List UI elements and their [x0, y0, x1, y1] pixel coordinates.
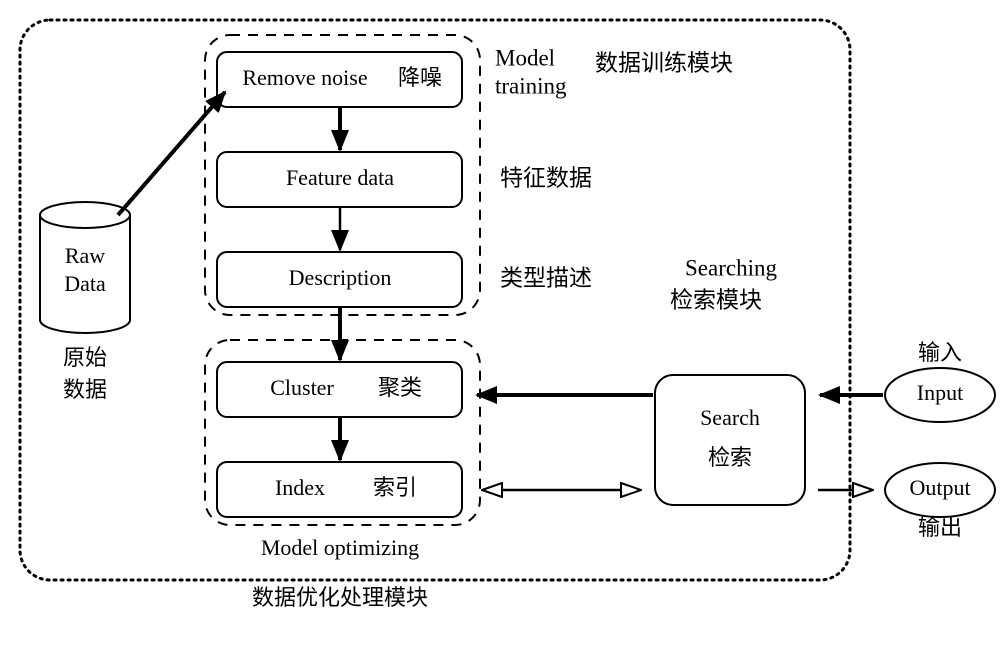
remove-noise-label-cn: 降噪 [398, 65, 442, 90]
raw-data-label-line2: Data [64, 271, 106, 296]
raw-data-node: Raw Data [40, 202, 130, 333]
output-node: Output [885, 463, 995, 517]
optimizing-cn: 数据优化处理模块 [252, 585, 428, 610]
description-node: Description [217, 252, 462, 307]
edge-raw-to-noise [118, 92, 225, 215]
raw-data-cn-line2: 数据 [63, 377, 107, 402]
training-en-line2: training [495, 73, 567, 98]
search-node: Search 检索 [655, 375, 805, 505]
feature-data-label-en: Feature data [286, 165, 394, 190]
index-label-cn: 索引 [373, 475, 417, 500]
output-cn: 输出 [918, 515, 962, 540]
training-en-line1: Model [495, 45, 555, 70]
search-label-en: Search [700, 405, 760, 430]
raw-data-label-line1: Raw [65, 243, 105, 268]
input-node: Input [885, 368, 995, 422]
feature-cn: 特征数据 [500, 165, 592, 190]
diagram-canvas: Raw Data Remove noise 降噪 Feature data De… [0, 0, 1000, 647]
output-label-en: Output [909, 475, 970, 500]
cluster-label-cn: 聚类 [378, 375, 422, 400]
description-cn: 类型描述 [500, 265, 592, 290]
description-label-en: Description [289, 265, 392, 290]
searching-cn: 检索模块 [670, 287, 762, 312]
index-label-en: Index [275, 475, 325, 500]
search-label-cn: 检索 [708, 445, 752, 470]
input-cn: 输入 [918, 340, 962, 365]
remove-noise-node: Remove noise 降噪 [217, 52, 462, 107]
remove-noise-label-en: Remove noise [242, 65, 367, 90]
feature-data-node: Feature data [217, 152, 462, 207]
cluster-node: Cluster 聚类 [217, 362, 462, 417]
cluster-label-en: Cluster [270, 375, 334, 400]
searching-en: Searching [685, 255, 777, 280]
raw-data-cn-line1: 原始 [63, 345, 107, 370]
input-label-en: Input [917, 380, 963, 405]
training-cn: 数据训练模块 [595, 50, 733, 75]
index-node: Index 索引 [217, 462, 462, 517]
optimizing-en: Model optimizing [261, 535, 419, 560]
